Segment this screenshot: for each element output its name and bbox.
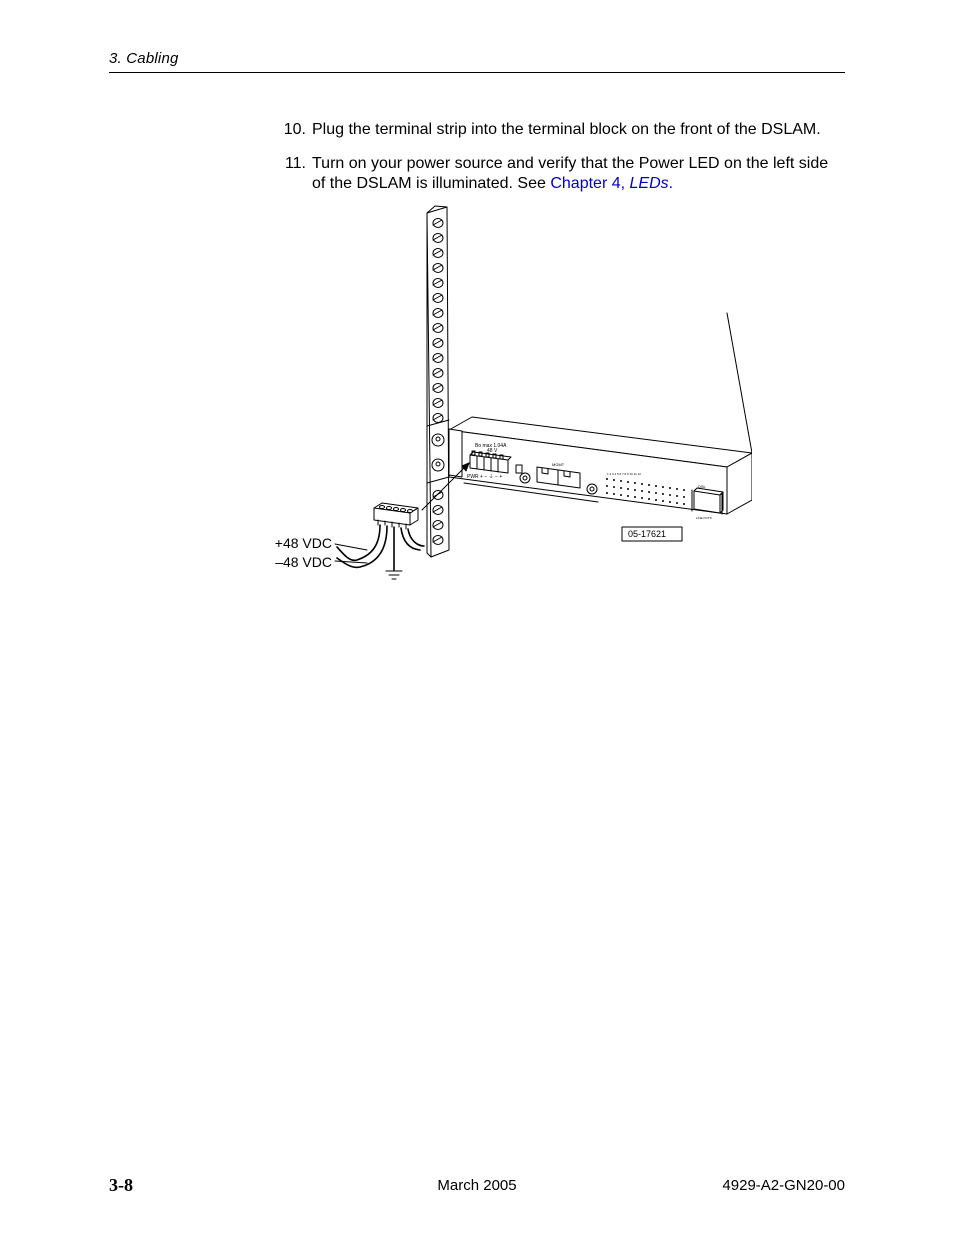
label-minus-48vdc: –48 VDC [262, 554, 332, 570]
content-block: 10. Plug the terminal strip into the ter… [272, 120, 845, 208]
page: 3. Cabling 10. Plug the terminal strip i… [0, 0, 954, 1236]
drawing-number: 05-17621 [628, 529, 666, 539]
svg-text:DSL: DSL [698, 484, 707, 489]
svg-text:LINE POTS: LINE POTS [696, 516, 712, 520]
link-prefix: Chapter 4, [550, 175, 629, 192]
chapter-label: 3. Cabling [109, 50, 179, 67]
step-text: Turn on your power source and verify tha… [312, 154, 845, 194]
doc-number: 4929-A2-GN20-00 [722, 1177, 845, 1194]
link-italic: LEDs [630, 175, 669, 192]
svg-text:PWR + − ⏚ − +: PWR + − ⏚ − + [467, 473, 502, 480]
step-text: Plug the terminal strip into the termina… [312, 120, 845, 140]
svg-text:MGMT: MGMT [552, 462, 565, 467]
dslam-figure: +48 VDC –48 VDC [272, 205, 752, 585]
chapter-link[interactable]: Chapter 4, LEDs. [550, 175, 673, 192]
label-plus-48vdc: +48 VDC [262, 535, 332, 551]
step-number: 10. [272, 120, 312, 140]
step-11: 11. Turn on your power source and verify… [272, 154, 845, 194]
step-10: 10. Plug the terminal strip into the ter… [272, 120, 845, 140]
svg-text:1 2 3 4 5 6 7 8 9 10: 1 2 3 4 5 6 7 8 9 10 11 12 [607, 472, 641, 476]
header: 3. Cabling [109, 50, 845, 73]
link-suffix: . [669, 175, 673, 192]
dslam-svg: Bo max 1.04A 48 V PWR + − ⏚ − + [272, 205, 752, 585]
step-number: 11. [272, 154, 312, 194]
footer: 3-8 March 2005 4929-A2-GN20-00 [109, 1172, 845, 1196]
